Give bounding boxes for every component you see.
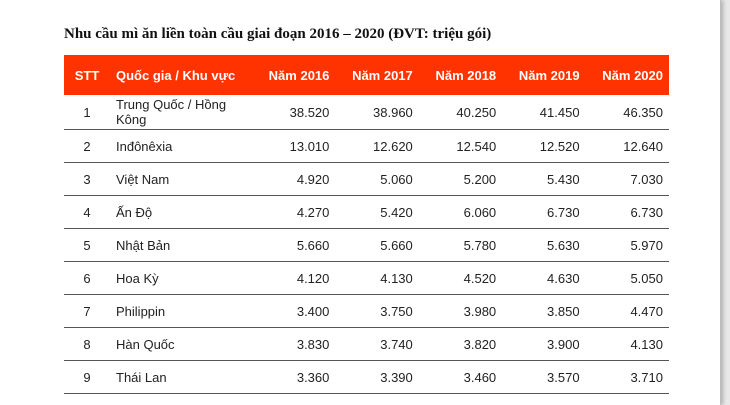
stt-cell: 4 bbox=[64, 195, 110, 229]
stt-cell: 2 bbox=[64, 129, 110, 163]
value-2020: 4.470 bbox=[585, 294, 669, 328]
value-2016: 13.010 bbox=[252, 129, 336, 163]
value-2017: 12.620 bbox=[335, 129, 419, 163]
value-2017: 38.960 bbox=[335, 95, 419, 130]
table-header-row: STT Quốc gia / Khu vực Năm 2016 Năm 2017… bbox=[64, 55, 669, 95]
value-2016: 3.830 bbox=[252, 327, 336, 361]
value-2016: 38.520 bbox=[252, 95, 336, 130]
value-2018: 3.820 bbox=[418, 327, 503, 361]
header-2019: Năm 2019 bbox=[502, 55, 586, 95]
table-row: 7 Philippin 3.400 3.750 3.980 3.850 4.470 bbox=[64, 294, 669, 328]
table-row: 3 Việt Nam 4.920 5.060 5.200 5.430 7.030 bbox=[64, 162, 669, 196]
value-2018: 5.780 bbox=[418, 228, 503, 262]
value-2020: 46.350 bbox=[585, 95, 669, 130]
value-2016: 5.660 bbox=[252, 228, 336, 262]
value-2020: 12.640 bbox=[585, 129, 669, 163]
value-2019: 5.630 bbox=[502, 228, 586, 262]
table-row: 5 Nhật Bản 5.660 5.660 5.780 5.630 5.970 bbox=[64, 228, 669, 262]
value-2019: 3.570 bbox=[502, 360, 586, 394]
country-cell: Nhật Bản bbox=[110, 228, 252, 262]
country-cell: Việt Nam bbox=[110, 162, 252, 196]
value-2016: 3.400 bbox=[252, 294, 336, 328]
country-cell: Thái Lan bbox=[110, 360, 252, 394]
value-2016: 4.120 bbox=[252, 261, 336, 295]
value-2017: 3.750 bbox=[335, 294, 419, 328]
header-country: Quốc gia / Khu vực bbox=[110, 55, 252, 95]
value-2017: 5.660 bbox=[335, 228, 419, 262]
value-2020: 3.710 bbox=[585, 360, 669, 394]
table-row: 2 Inđônêxia 13.010 12.620 12.540 12.520 12.640 bbox=[64, 129, 669, 163]
stt-cell: 5 bbox=[64, 228, 110, 262]
country-cell: Ấn Độ bbox=[110, 195, 252, 229]
value-2019: 41.450 bbox=[502, 95, 586, 130]
table-row: 8 Hàn Quốc 3.830 3.740 3.820 3.900 4.130 bbox=[64, 327, 669, 361]
value-2020: 6.730 bbox=[585, 195, 669, 229]
value-2019: 12.520 bbox=[502, 129, 586, 163]
stt-cell: 1 bbox=[64, 95, 110, 130]
value-2016: 4.920 bbox=[252, 162, 336, 196]
stt-cell: 6 bbox=[64, 261, 110, 295]
value-2018: 5.200 bbox=[418, 162, 503, 196]
value-2017: 5.420 bbox=[335, 195, 419, 229]
header-2018: Năm 2018 bbox=[418, 55, 503, 95]
table-row: 4 Ấn Độ 4.270 5.420 6.060 6.730 6.730 bbox=[64, 195, 669, 229]
value-2019: 3.850 bbox=[502, 294, 586, 328]
table-row: 6 Hoa Kỳ 4.120 4.130 4.520 4.630 5.050 bbox=[64, 261, 669, 295]
value-2019: 3.900 bbox=[502, 327, 586, 361]
header-stt: STT bbox=[64, 55, 110, 95]
value-2019: 4.630 bbox=[502, 261, 586, 295]
stt-cell: 3 bbox=[64, 162, 110, 196]
value-2020: 5.970 bbox=[585, 228, 669, 262]
value-2018: 4.520 bbox=[418, 261, 503, 295]
value-2020: 5.050 bbox=[585, 261, 669, 295]
value-2017: 5.060 bbox=[335, 162, 419, 196]
value-2020: 4.130 bbox=[585, 327, 669, 361]
value-2019: 5.430 bbox=[502, 162, 586, 196]
value-2019: 6.730 bbox=[502, 195, 586, 229]
table-row: 9 Thái Lan 3.360 3.390 3.460 3.570 3.710 bbox=[64, 360, 669, 394]
value-2018: 40.250 bbox=[418, 95, 503, 130]
value-2017: 3.740 bbox=[335, 327, 419, 361]
header-2017: Năm 2017 bbox=[335, 55, 419, 95]
country-cell: Inđônêxia bbox=[110, 129, 252, 163]
value-2018: 12.540 bbox=[418, 129, 503, 163]
country-cell: Philippin bbox=[110, 294, 252, 328]
header-2016: Năm 2016 bbox=[252, 55, 336, 95]
value-2018: 6.060 bbox=[418, 195, 503, 229]
value-2016: 3.360 bbox=[252, 360, 336, 394]
value-2018: 3.980 bbox=[418, 294, 503, 328]
table-title: Nhu cầu mì ăn liền toàn cầu giai đoạn 20… bbox=[64, 26, 492, 42]
demand-table: STT Quốc gia / Khu vực Năm 2016 Năm 2017… bbox=[64, 55, 669, 394]
country-cell: Trung Quốc / Hồng Kông bbox=[110, 95, 252, 130]
value-2017: 3.390 bbox=[335, 360, 419, 394]
value-2017: 4.130 bbox=[335, 261, 419, 295]
stt-cell: 7 bbox=[64, 294, 110, 328]
value-2018: 3.460 bbox=[418, 360, 503, 394]
country-cell: Hàn Quốc bbox=[110, 327, 252, 361]
country-cell: Hoa Kỳ bbox=[110, 261, 252, 295]
table-row: 1 Trung Quốc / Hồng Kông 38.520 38.960 40.25… bbox=[64, 95, 669, 130]
value-2016: 4.270 bbox=[252, 195, 336, 229]
header-2020: Năm 2020 bbox=[585, 55, 669, 95]
stt-cell: 8 bbox=[64, 327, 110, 361]
stt-cell: 9 bbox=[64, 360, 110, 394]
value-2020: 7.030 bbox=[585, 162, 669, 196]
